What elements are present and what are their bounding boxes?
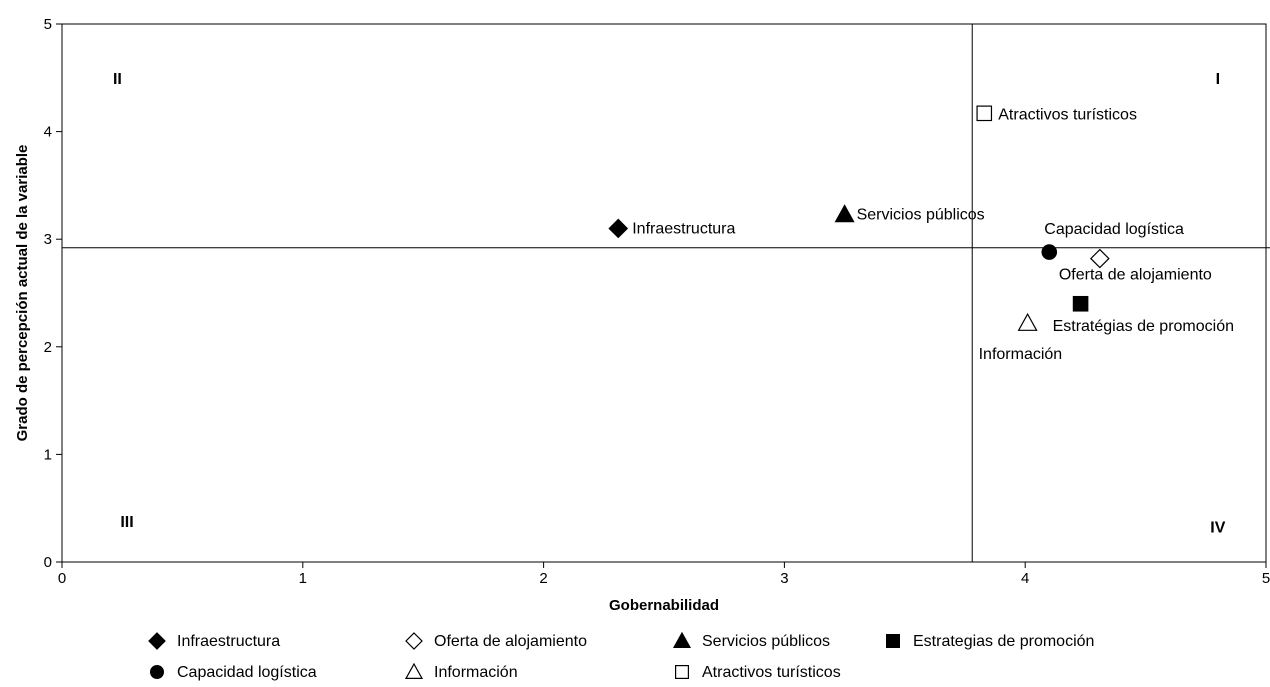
- legend: Infraestructura Oferta de alojamiento Serv…: [148, 631, 1094, 681]
- data-points: [608, 105, 1110, 331]
- y-tick-label: 3: [44, 231, 52, 248]
- legend-label-estrategias-de-promocion: Estrategias de promoción: [913, 633, 1094, 650]
- y-tick-label: 2: [44, 339, 52, 356]
- legend-label-capacidad-logistica: Capacidad logística: [177, 664, 317, 681]
- legend-marker-estrategias-de-promocion: [885, 633, 900, 648]
- point-infraestructura: [608, 218, 629, 239]
- y-axis-title: Grado de percepción actual de la variabl…: [14, 145, 31, 442]
- legend-marker-servicios-publicos: [672, 631, 692, 649]
- point-labels: Infraestructura Oferta de alojamiento Serv…: [632, 106, 1234, 363]
- legend-label-servicios-publicos: Servicios públicos: [702, 633, 830, 650]
- quadrant-label-i: I: [1216, 71, 1220, 88]
- x-tick-label: 1: [299, 570, 307, 587]
- point-estrategias-de-promocion: [1072, 295, 1089, 312]
- legend-marker-capacidad-logistica: [150, 664, 165, 679]
- legend-marker-infraestructura: [148, 632, 166, 650]
- point-label-estrategias-de-promocion: Estratégias de promoción: [1053, 318, 1234, 335]
- point-informacion: [1017, 312, 1038, 331]
- point-label-infraestructura: Infraestructura: [632, 220, 735, 237]
- quadrant-label-ii: II: [113, 71, 122, 88]
- point-label-servicios-publicos: Servicios públicos: [857, 206, 985, 223]
- x-tick-label: 0: [58, 570, 66, 587]
- y-tick-label: 1: [44, 446, 52, 463]
- quadrant-label-iv: IV: [1210, 519, 1225, 536]
- point-label-oferta-de-alojamiento: Oferta de alojamiento: [1059, 267, 1212, 284]
- x-tick-label: 5: [1262, 570, 1270, 587]
- x-tick-label: 3: [780, 570, 788, 587]
- plot-area: [61, 23, 1267, 563]
- quadrant-label-iii: III: [120, 514, 133, 531]
- axes: 0 1 2 3 4 5 0 1 2 3 4 5: [44, 16, 1270, 587]
- point-atractivos-turisticos: [976, 105, 993, 122]
- legend-marker-atractivos-turisticos: [674, 664, 689, 679]
- legend-label-informacion: Información: [434, 664, 518, 681]
- point-servicios-publicos: [834, 204, 855, 223]
- point-label-capacidad-logistica: Capacidad logística: [1044, 221, 1184, 238]
- y-tick-label: 0: [44, 554, 52, 571]
- point-label-informacion: Información: [979, 346, 1063, 363]
- point-capacidad-logistica: [1041, 244, 1058, 260]
- legend-label-atractivos-turisticos: Atractivos turísticos: [702, 664, 841, 681]
- x-tick-label: 2: [539, 570, 547, 587]
- reference-lines: [62, 24, 1270, 562]
- legend-marker-informacion: [404, 662, 424, 680]
- point-label-atractivos-turisticos: Atractivos turísticos: [998, 106, 1137, 123]
- y-tick-label: 5: [44, 16, 52, 33]
- x-axis-title: Gobernabilidad: [609, 597, 719, 614]
- legend-marker-oferta-de-alojamiento: [405, 632, 423, 650]
- legend-label-infraestructura: Infraestructura: [177, 633, 280, 650]
- legend-label-oferta-de-alojamiento: Oferta de alojamiento: [434, 633, 587, 650]
- x-tick-label: 4: [1021, 570, 1029, 587]
- point-oferta-de-alojamiento: [1089, 248, 1110, 269]
- y-tick-label: 4: [44, 124, 52, 141]
